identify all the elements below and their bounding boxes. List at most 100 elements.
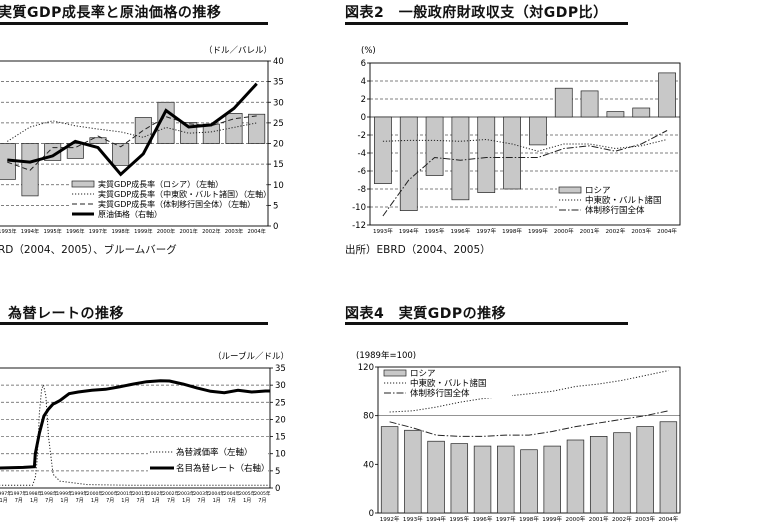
p2-tick-label-left: -6 xyxy=(358,167,366,177)
p1-legend-label: 原油価格（右軸） xyxy=(98,209,162,219)
p1-x-tick-label: 2001年 xyxy=(179,227,197,235)
p3-x-tick-month: 1月 xyxy=(0,498,8,504)
p3-x-tick-month: 1月 xyxy=(213,498,221,504)
p2-x-tick-label: 2003年 xyxy=(631,227,651,235)
p1-x-tick-label: 1998年 xyxy=(111,227,129,235)
p3-x-tick-year: 1997年 xyxy=(0,490,12,497)
p3-x-tick-year: 2005年 xyxy=(254,490,271,497)
p3-x-tick-month: 1月 xyxy=(60,498,68,504)
p2-bar xyxy=(632,107,651,118)
p4-bar xyxy=(450,443,469,514)
panel2-title-underline xyxy=(345,22,628,25)
panel4-title-underline xyxy=(345,322,628,325)
p3-x-tick-month: 7月 xyxy=(228,498,236,504)
p3-x-tick-month: 1月 xyxy=(182,498,190,504)
p4-tick-label-left: 0 xyxy=(369,509,374,519)
p3-x-tick-year: 2003年 xyxy=(178,490,195,497)
p3-x-tick-year: 2000年 xyxy=(102,490,119,497)
p4-legend-label: ロシア xyxy=(410,369,436,379)
p3-x-tick-month: 7月 xyxy=(106,498,114,504)
p4-x-tick-label: 1994年 xyxy=(426,515,446,523)
p3-x-tick-year: 2001年 xyxy=(132,490,149,497)
p1-x-tick-label: 1997年 xyxy=(89,227,107,235)
p3-x-tick-year: 1998年 xyxy=(41,490,58,497)
p2-x-tick-label: 1998年 xyxy=(502,227,522,235)
p2-tick-label-left: 2 xyxy=(361,95,366,105)
p4-x-tick-label: 1995年 xyxy=(449,515,469,523)
p1-tick-label-right: 5 xyxy=(273,201,278,211)
p2-bar xyxy=(451,116,470,201)
p1-x-tick-label: 1995年 xyxy=(43,227,61,235)
p3-tick-label-right: 30 xyxy=(275,381,286,391)
p2-series-line-1 xyxy=(382,138,668,152)
p2-bar xyxy=(658,72,676,118)
panel1-source: RD（2004、2005）、ブルームバーグ xyxy=(0,244,177,256)
p1-unit-right: （ドル／バレル） xyxy=(204,45,272,56)
p3-x-tick-year: 2004年 xyxy=(209,490,226,497)
p1-x-tick-label: 1999年 xyxy=(134,227,152,235)
p1-bar xyxy=(248,113,266,144)
p3-x-tick-year: 2000年 xyxy=(87,490,104,497)
p3-x-tick-month: 7月 xyxy=(15,498,23,504)
p1-x-tick-label: 1996年 xyxy=(66,227,84,235)
p1-legend-label: 実質GDP成長率（ロシア）（左軸） xyxy=(98,179,223,189)
p1-x-tick-label: 2002年 xyxy=(202,227,220,235)
p3-x-tick-month: 1月 xyxy=(152,498,160,504)
p2-tick-label-left: -12 xyxy=(352,221,366,231)
p2-legend-swatch xyxy=(558,186,582,194)
p4-x-tick-label: 2003年 xyxy=(635,515,655,523)
p4-bar xyxy=(659,421,678,514)
p2-series-line-2 xyxy=(382,130,668,217)
p1-plot-frame xyxy=(0,60,269,227)
p1-tick-label-right: 10 xyxy=(273,181,284,191)
p3-plot-frame xyxy=(0,367,271,489)
p4-series-line-2 xyxy=(389,410,669,437)
p2-x-tick-label: 1994年 xyxy=(399,227,419,235)
p3-tick-label-right: 25 xyxy=(275,398,286,408)
p2-x-tick-label: 2004年 xyxy=(657,227,677,235)
p4-x-tick-label: 1992年 xyxy=(380,515,400,523)
p4-x-tick-label: 1993年 xyxy=(403,515,423,523)
p2-tick-label-left: 0 xyxy=(361,113,366,123)
p3-x-tick-month: 7月 xyxy=(258,498,266,504)
p2-x-tick-label: 1995年 xyxy=(425,227,445,235)
p3-tick-label-right: 20 xyxy=(275,415,286,425)
p3-x-tick-month: 7月 xyxy=(167,498,175,504)
p3-legend-label: 名目為替レート（右軸） xyxy=(176,463,270,474)
p4-bar xyxy=(473,445,492,514)
p1-bar xyxy=(112,143,130,166)
p1-bar xyxy=(134,117,152,144)
p3-x-tick-year: 1998年 xyxy=(26,490,43,497)
p4-bar xyxy=(497,445,515,514)
p4-unit-left: (1989年=100) xyxy=(356,350,416,361)
chart-real-gdp: (1989年=100) 120 80 40 0 1992年 1993年 1994年 1995年 1… xyxy=(356,350,681,523)
p1-x-tick-label: 2003年 xyxy=(225,227,243,235)
p2-x-tick-label: 1997年 xyxy=(476,227,496,235)
p4-x-tick-label: 1999年 xyxy=(542,515,562,523)
p3-x-tick-month: 1月 xyxy=(243,498,251,504)
p2-tick-label-left: -2 xyxy=(358,131,366,141)
p4-x-tick-label: 2000年 xyxy=(566,515,586,523)
p3-legend-bg xyxy=(148,446,268,476)
p2-bar xyxy=(606,111,625,118)
p4-tick-label-left: 80 xyxy=(363,412,374,422)
p4-legend-swatch xyxy=(383,369,407,377)
p2-bar xyxy=(580,90,599,118)
p2-unit-left: (%) xyxy=(361,46,376,56)
p1-tick-label-right: 40 xyxy=(273,57,284,67)
p3-unit-right: （ルーブル／ドル） xyxy=(213,351,289,362)
p1-x-tick-label: 2000年 xyxy=(157,227,175,235)
panel1-title: 実質GDP成長率と原油価格の推移 xyxy=(0,5,222,21)
chart-gdp-oil: （ドル／バレル）40 35 30 25 20 15 10 5 0 1993年 1994年 1995年 1… xyxy=(0,45,284,235)
p1-legend-label: 実質GDP成長率（体制移行国全体）（左軸） xyxy=(98,199,255,209)
p2-bar xyxy=(425,116,444,176)
p3-x-tick-month: 7月 xyxy=(137,498,145,504)
p4-bar xyxy=(589,436,608,514)
p3-x-tick-year: 1999年 xyxy=(56,490,73,497)
p4-legend-label: 体制移行国全体 xyxy=(410,388,470,399)
p3-x-tick-year: 2004年 xyxy=(224,490,241,497)
p4-x-tick-label: 2001年 xyxy=(589,515,609,523)
p2-bar xyxy=(554,87,573,118)
p4-legend-label: 中東欧・バルト諸国 xyxy=(410,378,487,389)
p2-x-tick-label: 1993年 xyxy=(373,227,393,235)
